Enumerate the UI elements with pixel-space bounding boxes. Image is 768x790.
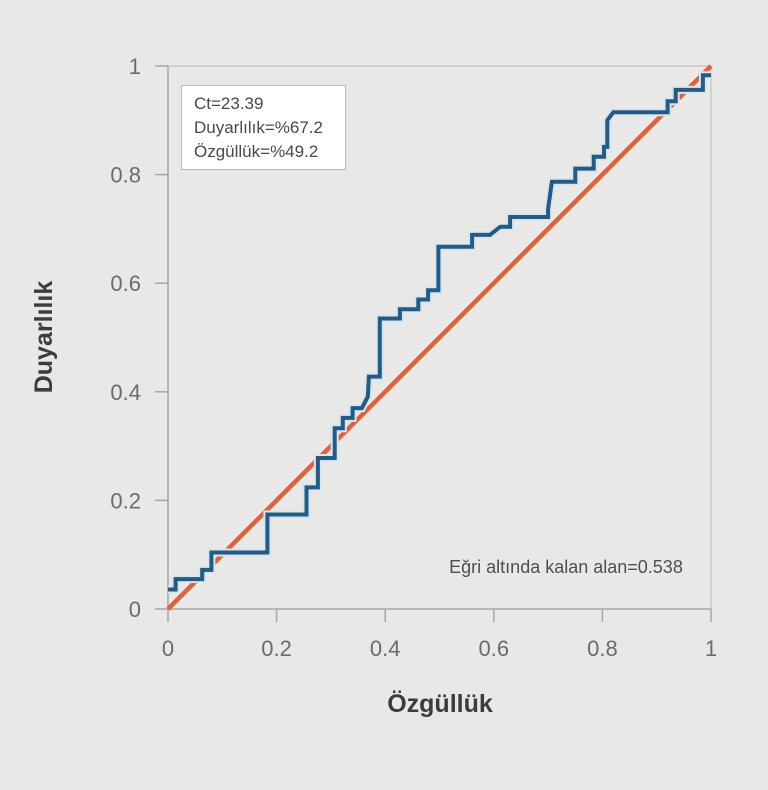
x-tick-label: 1 xyxy=(705,636,717,661)
reference-diagonal-line xyxy=(166,64,713,611)
y-tick-label: 0 xyxy=(129,597,141,622)
y-tick-label: 0.4 xyxy=(110,380,141,405)
x-axis-label: Özgüllük xyxy=(387,689,493,718)
cutoff-annotation-box: Ct=23.39 Duyarlılık=%67.2 Özgüllük=%49.2 xyxy=(181,85,346,170)
x-tick-label: 0.2 xyxy=(261,636,292,661)
x-tick-label: 0 xyxy=(162,636,174,661)
cutoff-ct-line: Ct=23.39 xyxy=(194,94,264,113)
y-tick-label: 0.2 xyxy=(110,488,141,513)
y-tick-label: 0.6 xyxy=(110,271,141,296)
x-tick-label: 0.8 xyxy=(587,636,618,661)
roc-curve-line xyxy=(168,73,711,592)
y-axis-label: Duyarlılık xyxy=(30,281,58,394)
cutoff-sensitivity-line: Duyarlılık=%67.2 xyxy=(194,118,323,137)
y-tick-label: 1 xyxy=(129,54,141,79)
y-tick-label: 0.8 xyxy=(110,163,141,188)
x-tick-label: 0.4 xyxy=(370,636,401,661)
x-tick-label: 0.6 xyxy=(479,636,510,661)
auc-annotation: Eğri altında kalan alan=0.538 xyxy=(449,557,683,577)
cutoff-specificity-line: Özgüllük=%49.2 xyxy=(194,142,319,161)
chart-generated-layer: 0 0.2 0.4 0.6 0.8 1 0 0.2 0.4 0.6 0.8 1 xyxy=(110,54,717,661)
